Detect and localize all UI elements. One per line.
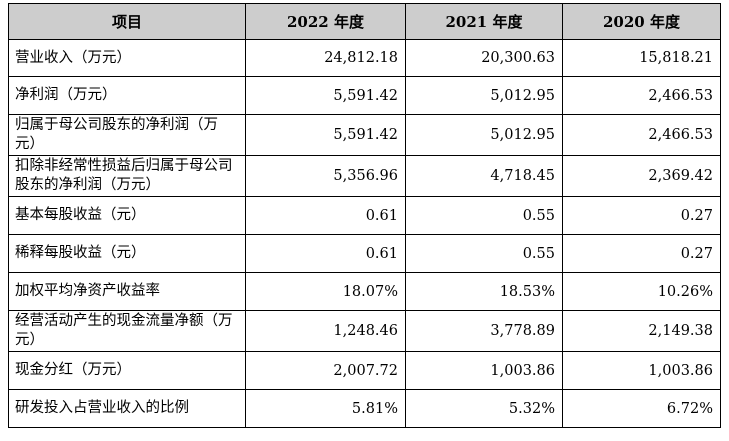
table-row: 净利润（万元） 5,591.42 5,012.95 2,466.53 <box>8 76 721 115</box>
cell-2022: 5,591.42 <box>245 114 406 156</box>
cell-2020: 0.27 <box>562 234 721 273</box>
row-label: 营业收入（万元） <box>8 39 246 77</box>
cell-2021: 5,012.95 <box>405 76 563 115</box>
table-row: 归属于母公司股东的净利润（万元） 5,591.42 5,012.95 2,466… <box>8 114 721 156</box>
cell-2020: 1,003.86 <box>562 351 721 390</box>
header-item: 项目 <box>8 3 246 40</box>
row-label: 研发投入占营业收入的比例 <box>8 389 246 428</box>
cell-2021: 18.53% <box>405 272 563 311</box>
cell-2021: 5,012.95 <box>405 114 563 156</box>
cell-2020: 10.26% <box>562 272 721 311</box>
header-row: 项目 2022 年度 2021 年度 2020 年度 <box>8 3 721 40</box>
cell-2020: 0.27 <box>562 196 721 235</box>
cell-2022: 2,007.72 <box>245 351 406 390</box>
row-label: 加权平均净资产收益率 <box>8 272 246 311</box>
cell-2021: 0.55 <box>405 196 563 235</box>
table-row: 基本每股收益（元） 0.61 0.55 0.27 <box>8 196 721 235</box>
cell-2022: 1,248.46 <box>245 310 406 352</box>
row-label: 净利润（万元） <box>8 76 246 115</box>
header-2020: 2020 年度 <box>562 3 721 40</box>
row-label: 经营活动产生的现金流量净额（万元） <box>8 310 246 352</box>
cell-2020: 2,149.38 <box>562 310 721 352</box>
cell-2020: 2,466.53 <box>562 114 721 156</box>
cell-2022: 24,812.18 <box>245 39 406 77</box>
cell-2022: 0.61 <box>245 234 406 273</box>
table-row: 加权平均净资产收益率 18.07% 18.53% 10.26% <box>8 272 721 311</box>
table-row: 扣除非经常性损益后归属于母公司股东的净利润（万元） 5,356.96 4,718… <box>8 155 721 197</box>
cell-2020: 15,818.21 <box>562 39 721 77</box>
cell-2021: 3,778.89 <box>405 310 563 352</box>
row-label: 稀释每股收益（元） <box>8 234 246 273</box>
row-label: 基本每股收益（元） <box>8 196 246 235</box>
cell-2020: 2,466.53 <box>562 76 721 115</box>
header-2021: 2021 年度 <box>405 3 563 40</box>
cell-2021: 20,300.63 <box>405 39 563 77</box>
cell-2021: 5.32% <box>405 389 563 428</box>
financial-table: 项目 2022 年度 2021 年度 2020 年度 营业收入（万元） 24,8… <box>8 3 721 428</box>
cell-2020: 2,369.42 <box>562 155 721 197</box>
cell-2021: 1,003.86 <box>405 351 563 390</box>
row-label: 归属于母公司股东的净利润（万元） <box>8 114 246 156</box>
cell-2020: 6.72% <box>562 389 721 428</box>
table-row: 研发投入占营业收入的比例 5.81% 5.32% 6.72% <box>8 389 721 428</box>
table-row: 稀释每股收益（元） 0.61 0.55 0.27 <box>8 234 721 273</box>
table-row: 营业收入（万元） 24,812.18 20,300.63 15,818.21 <box>8 39 721 77</box>
cell-2022: 5,356.96 <box>245 155 406 197</box>
table-row: 经营活动产生的现金流量净额（万元） 1,248.46 3,778.89 2,14… <box>8 310 721 352</box>
header-2022: 2022 年度 <box>245 3 406 40</box>
cell-2022: 0.61 <box>245 196 406 235</box>
table-row: 现金分红（万元） 2,007.72 1,003.86 1,003.86 <box>8 351 721 390</box>
row-label: 扣除非经常性损益后归属于母公司股东的净利润（万元） <box>8 155 246 197</box>
cell-2021: 4,718.45 <box>405 155 563 197</box>
cell-2022: 18.07% <box>245 272 406 311</box>
cell-2022: 5.81% <box>245 389 406 428</box>
cell-2021: 0.55 <box>405 234 563 273</box>
row-label: 现金分红（万元） <box>8 351 246 390</box>
cell-2022: 5,591.42 <box>245 76 406 115</box>
